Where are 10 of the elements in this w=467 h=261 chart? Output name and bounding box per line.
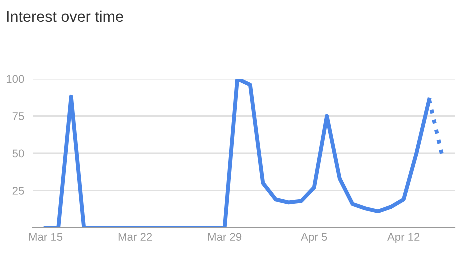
x-tick-label: Apr 5	[301, 233, 328, 244]
x-tick-label: Mar 29	[208, 233, 242, 242]
y-tick-label: 75	[12, 112, 24, 120]
x-tick-label: Apr 12	[388, 233, 420, 244]
chart-title: Interest over time	[7, 10, 124, 22]
x-tick-label: Mar 15	[29, 233, 63, 242]
y-tick-label: 50	[12, 150, 24, 158]
x-tick-label: Mar 22	[118, 233, 152, 242]
y-tick-label: 25	[12, 187, 24, 195]
y-tick-label: 100	[6, 75, 24, 84]
